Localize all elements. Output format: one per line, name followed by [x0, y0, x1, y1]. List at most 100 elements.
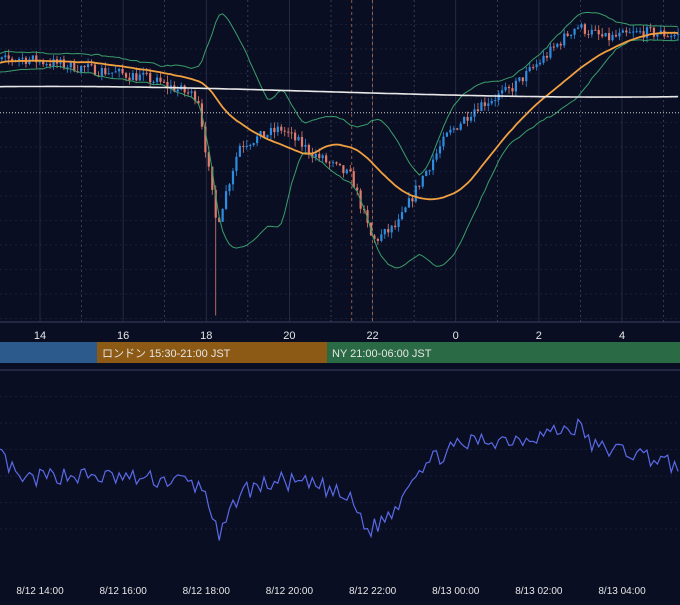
candle-down [121, 68, 124, 74]
candle-up [142, 72, 145, 75]
candle-down [283, 130, 286, 132]
candle-up [673, 34, 676, 37]
candle-up [100, 68, 103, 76]
date-tick-label: 8/13 02:00 [515, 586, 563, 597]
candle-down [418, 185, 421, 187]
candle-up [538, 62, 542, 65]
candle-down [135, 73, 138, 81]
candle-down [159, 77, 162, 82]
session-ny [327, 342, 680, 363]
oscillator-line [0, 417, 679, 541]
candle-up [221, 208, 224, 222]
candle-down [242, 145, 245, 147]
candle-down [73, 61, 76, 72]
candle-down [197, 100, 200, 104]
hour-tick-label: 18 [200, 330, 212, 342]
candle-up [407, 198, 411, 208]
candle-up [549, 46, 552, 58]
hour-tick-label: 2 [536, 330, 542, 342]
candle-down [193, 91, 197, 101]
date-tick-label: 8/13 04:00 [598, 586, 646, 597]
candle-up [31, 55, 34, 60]
candle-up [442, 136, 445, 147]
hour-tick-label: 4 [619, 330, 625, 342]
candle-down [35, 55, 38, 63]
candle-down [162, 81, 166, 83]
candle-down [507, 86, 511, 89]
candle-down [90, 64, 93, 66]
candle-down [652, 27, 656, 37]
candle-down [597, 30, 600, 35]
candle-up [618, 32, 621, 37]
moving-average-short [0, 31, 679, 201]
candle-up [639, 31, 642, 33]
date-tick-label: 8/12 22:00 [349, 586, 397, 597]
candle-up [463, 116, 466, 124]
candle-up [621, 30, 624, 33]
candle-up [138, 74, 141, 81]
candle-up [425, 171, 428, 176]
bollinger-upper [0, 11, 679, 176]
candle-up [656, 34, 659, 37]
candle-down [166, 81, 169, 88]
candle-down [124, 73, 128, 78]
candle-up [431, 159, 435, 171]
oscillator-grid [0, 369, 680, 530]
candle-up [86, 64, 90, 68]
candle-up [155, 77, 159, 82]
candle-up [152, 81, 155, 83]
candle-down [566, 33, 569, 37]
candle-up [542, 55, 545, 63]
candle-down [594, 29, 597, 31]
candle-up [504, 86, 507, 91]
candle-up [604, 33, 607, 37]
oscillator-plot [0, 417, 679, 541]
candle-up [400, 212, 404, 220]
candle-down [356, 187, 359, 191]
candle-down [335, 162, 338, 164]
candle-up [590, 29, 593, 35]
candle-down [328, 162, 331, 164]
candle-down [342, 165, 345, 174]
candle-down [583, 24, 587, 34]
hour-tick-label: 16 [117, 330, 129, 342]
candle-down [614, 34, 618, 37]
candle-down [62, 59, 66, 68]
candle-down [373, 235, 376, 240]
candle-up [490, 100, 493, 104]
date-tick-label: 8/12 20:00 [266, 586, 314, 597]
candle-up [435, 153, 438, 160]
candle-down [338, 163, 342, 166]
session-label-ny: NY 21:00-06:00 JST [332, 348, 432, 360]
candle-up [645, 27, 649, 38]
candle-up [256, 136, 259, 144]
candle-up [487, 103, 490, 106]
candle-down [352, 171, 355, 188]
date-tick-label: 8/13 00:00 [432, 586, 480, 597]
candle-up [114, 71, 117, 73]
candle-down [280, 126, 283, 131]
candle-down [290, 132, 293, 134]
candle-up [80, 66, 83, 72]
candle-down [466, 116, 469, 121]
date-tick-label: 8/12 16:00 [100, 586, 148, 597]
candle-up [314, 153, 317, 158]
hour-tick-label: 0 [453, 330, 459, 342]
candle-down [214, 189, 217, 218]
candle-up [676, 33, 680, 35]
candle-up [459, 123, 462, 130]
session-london [97, 342, 327, 363]
candle-down [104, 68, 107, 75]
candle-down [545, 55, 549, 58]
candle-up [118, 68, 121, 72]
candle-up [21, 57, 24, 59]
candle-down [183, 85, 186, 93]
candle-down [325, 155, 328, 163]
candle-up [0, 57, 3, 60]
candle-up [235, 156, 238, 171]
candle-up [480, 102, 483, 112]
candle-down [666, 36, 669, 38]
candle-down [607, 33, 611, 41]
candle-up [269, 127, 273, 136]
candle-up [445, 132, 449, 137]
